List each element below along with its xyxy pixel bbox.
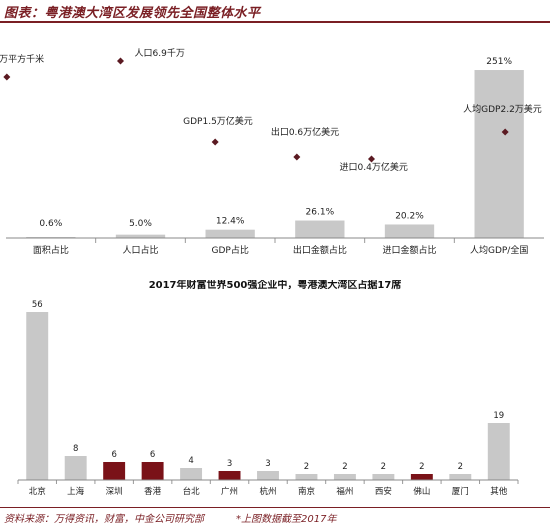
value-label-2: 5.0% [129,219,152,229]
bar-city-12 [449,474,472,480]
bar-city-5 [180,468,203,480]
value-label-city-10: 2 [381,462,386,472]
bar-city-8 [295,474,318,480]
value-label-city-12: 2 [458,462,463,472]
value-label-city-9: 2 [342,462,347,472]
value-label-city-2: 8 [73,444,78,454]
category-label-3: GDP占比 [211,244,248,256]
category-label-city-11: 佛山 [413,486,430,497]
marker-label-1: 面积5.6万平方千米 [0,53,44,65]
category-label-city-2: 上海 [67,486,85,497]
bar-3 [205,229,255,238]
bar-city-6 [218,471,241,480]
category-label-city-3: 深圳 [106,486,123,497]
bar-city-4 [141,462,164,480]
category-label-city-4: 香港 [144,486,162,497]
value-label-3: 12.4% [216,217,245,227]
date-note: *上图数据截至2017年 [236,514,337,525]
bar-2 [115,234,166,238]
bar-city-3 [103,462,126,480]
bar-city-9 [333,474,356,480]
value-label-city-3: 6 [111,450,116,460]
bar-6 [474,70,524,238]
category-label-city-13: 其他 [490,486,508,497]
value-label-1: 0.6% [39,219,62,229]
value-label-city-5: 4 [188,456,193,466]
category-label-4: 出口金额占比 [293,244,347,256]
value-label-4: 26.1% [306,208,335,218]
marker-label-3: GDP1.5万亿美元 [183,115,253,127]
marker-2 [117,57,124,65]
value-label-city-8: 2 [304,462,309,472]
bottom-chart: 2017年财富世界500强企业中，粤港澳大湾区占据17席 56 北京 8 上海 6 深圳 6 香… [17,280,519,497]
bar-5 [384,224,435,238]
source-note: 资料来源：万得资讯，财富，中金公司研究部 [4,514,204,525]
figure-header: 图表：粤港澳大湾区发展领先全国整体水平 [4,6,261,21]
marker-label-4: 出口0.6万亿美元 [271,126,339,138]
value-label-city-4: 6 [150,450,155,460]
marker-5 [368,155,375,163]
marker-6 [501,128,509,136]
chart-title: 2017年财富世界500强企业中，粤港澳大湾区占据17席 [149,280,402,291]
value-label-city-13: 19 [493,411,504,421]
category-label-1: 面积占比 [33,244,69,256]
category-label-city-1: 北京 [29,486,46,497]
bar-city-7 [257,471,279,480]
category-label-5: 进口金额占比 [382,244,436,256]
category-label-city-12: 厦门 [452,486,469,497]
footer-rule [0,507,550,508]
value-label-city-1: 56 [32,300,43,310]
category-label-city-6: 广州 [221,486,238,497]
value-label-5: 20.2% [395,211,424,221]
bar-city-11 [410,474,433,480]
marker-1 [3,73,11,81]
marker-3 [211,138,219,146]
category-label-city-8: 南京 [298,486,315,497]
value-label-city-7: 3 [265,459,270,469]
value-label-city-6: 3 [227,459,232,469]
category-label-city-10: 西安 [375,486,392,497]
value-label-6: 251% [486,57,512,67]
bar-city-2 [64,456,87,480]
category-label-city-9: 福州 [336,486,353,497]
marker-label-6: 人均GDP2.2万美元 [463,103,542,115]
marker-label-5: 进口0.4万亿美元 [340,161,408,173]
bar-4 [295,220,345,238]
category-label-city-7: 杭州 [259,486,276,497]
top-chart: 0.6% 面积占比 面积5.6万平方千米 5.0% 人口占比 人口6.9千万 12.4% GD… [0,48,544,256]
marker-4 [293,153,301,161]
category-label-6: 人均GDP/全国 [470,244,528,256]
marker-label-2: 人口6.9千万 [135,48,185,59]
bar-city-1 [26,312,49,480]
header-rule [0,21,550,23]
bar-city-10 [372,474,395,480]
bar-city-13 [487,423,510,480]
category-label-city-5: 台北 [183,486,201,497]
category-label-2: 人口占比 [122,244,158,256]
value-label-city-11: 2 [419,462,424,472]
